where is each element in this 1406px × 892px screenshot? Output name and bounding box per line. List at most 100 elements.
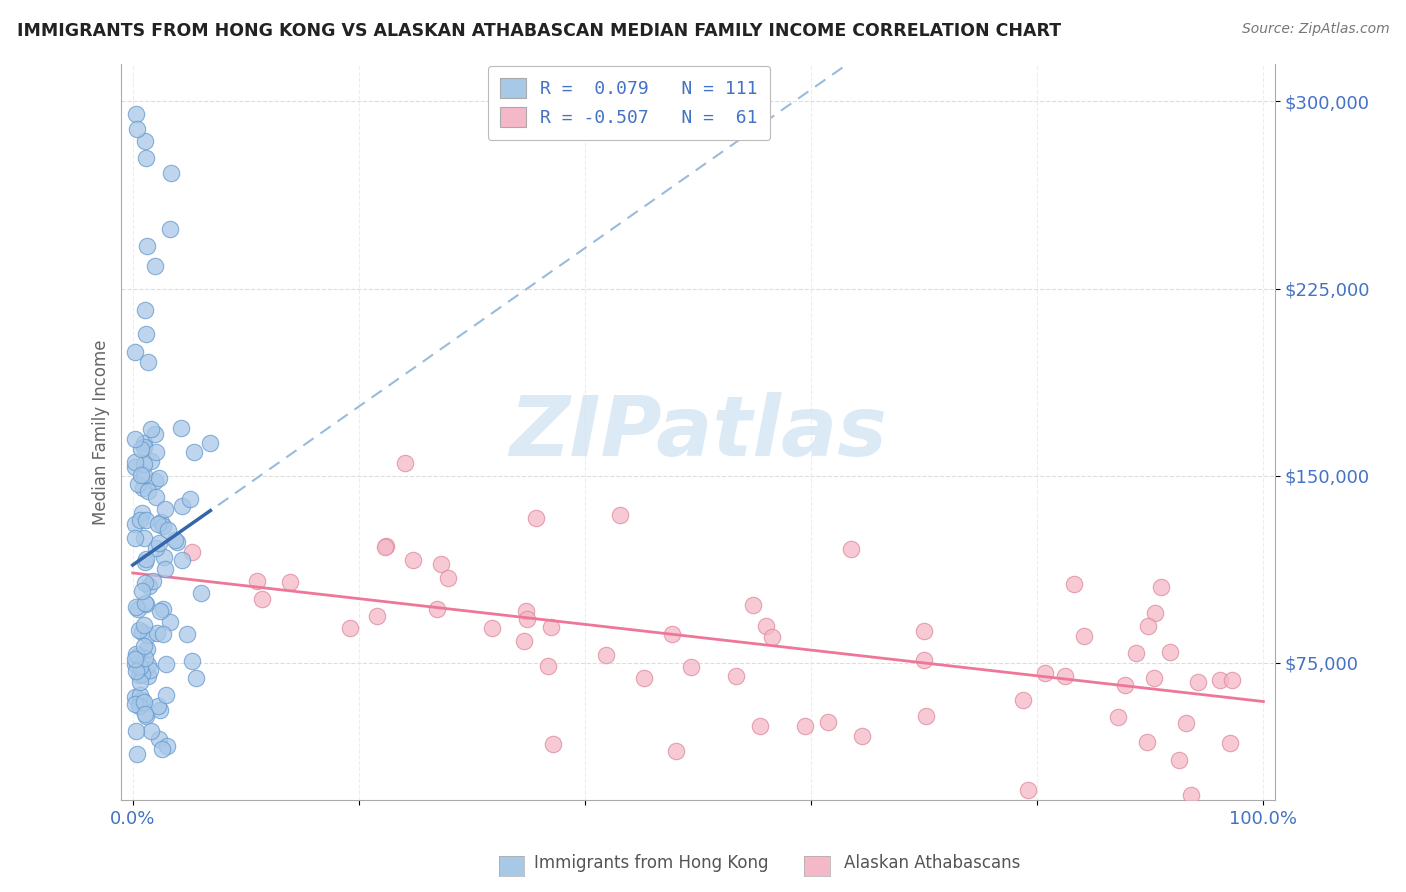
Point — [150, 515, 173, 529]
Point — [135, 552, 157, 566]
Point — [136, 355, 159, 369]
Point — [153, 562, 176, 576]
Point — [134, 134, 156, 148]
Point — [1209, 673, 1232, 687]
Point — [132, 458, 155, 472]
Point — [134, 555, 156, 569]
Point — [1187, 675, 1209, 690]
Point — [181, 545, 204, 559]
Point — [794, 719, 817, 733]
Point — [1033, 666, 1056, 681]
Point — [132, 694, 155, 708]
Point — [148, 536, 170, 550]
Point — [124, 344, 146, 359]
Point — [1175, 716, 1198, 731]
Point — [742, 598, 765, 612]
Point — [135, 151, 157, 165]
Point — [1125, 646, 1147, 660]
Point — [609, 508, 631, 523]
Point — [537, 658, 560, 673]
Point — [170, 553, 193, 567]
Point — [124, 690, 146, 704]
Point — [661, 627, 683, 641]
Point — [401, 553, 423, 567]
Point — [184, 671, 207, 685]
Point — [250, 592, 273, 607]
Point — [633, 672, 655, 686]
Point — [124, 107, 146, 121]
Point — [134, 576, 156, 591]
Point — [141, 422, 163, 436]
Point — [134, 302, 156, 317]
Point — [152, 519, 174, 533]
Point — [129, 675, 152, 690]
Point — [146, 698, 169, 713]
Point — [724, 669, 747, 683]
Point — [124, 697, 146, 711]
Point — [143, 426, 166, 441]
Point — [132, 617, 155, 632]
Point — [179, 492, 201, 507]
Point — [134, 650, 156, 665]
Point — [131, 693, 153, 707]
Point — [128, 699, 150, 714]
Point — [180, 654, 202, 668]
Point — [139, 663, 162, 677]
Point — [136, 657, 159, 672]
Point — [515, 604, 537, 618]
Point — [134, 596, 156, 610]
Point — [124, 652, 146, 666]
Point — [817, 715, 839, 730]
Point — [136, 484, 159, 499]
Point — [124, 516, 146, 531]
Point — [131, 667, 153, 681]
Point — [190, 586, 212, 600]
Point — [129, 660, 152, 674]
Point — [125, 647, 148, 661]
Point — [339, 621, 361, 635]
Point — [915, 709, 938, 723]
Point — [143, 474, 166, 488]
Point — [129, 468, 152, 483]
Point — [142, 574, 165, 589]
Point — [170, 500, 193, 514]
Point — [159, 615, 181, 629]
Point — [135, 641, 157, 656]
Point — [152, 550, 174, 565]
Point — [1017, 783, 1039, 797]
Point — [139, 723, 162, 738]
Point — [150, 741, 173, 756]
Point — [524, 511, 547, 525]
Point — [839, 542, 862, 557]
Point — [124, 459, 146, 474]
Point — [374, 541, 396, 555]
Point — [159, 222, 181, 236]
Point — [149, 604, 172, 618]
Point — [761, 630, 783, 644]
Point — [679, 659, 702, 673]
Point — [135, 709, 157, 723]
Point — [145, 444, 167, 458]
Point — [1073, 629, 1095, 643]
Point — [132, 467, 155, 482]
Point — [516, 612, 538, 626]
Point — [851, 729, 873, 743]
Point — [135, 326, 157, 341]
Point — [132, 436, 155, 450]
Point — [1143, 671, 1166, 685]
Point — [1107, 709, 1129, 723]
Point — [131, 442, 153, 457]
Point — [1219, 736, 1241, 750]
Point — [134, 707, 156, 722]
Point — [131, 482, 153, 496]
Point — [160, 166, 183, 180]
Point — [127, 602, 149, 616]
Point — [200, 435, 222, 450]
Point — [595, 648, 617, 662]
Point — [912, 652, 935, 666]
Point — [512, 634, 534, 648]
Point — [125, 747, 148, 761]
Point — [148, 471, 170, 485]
Point — [155, 657, 177, 672]
Point — [1053, 668, 1076, 682]
